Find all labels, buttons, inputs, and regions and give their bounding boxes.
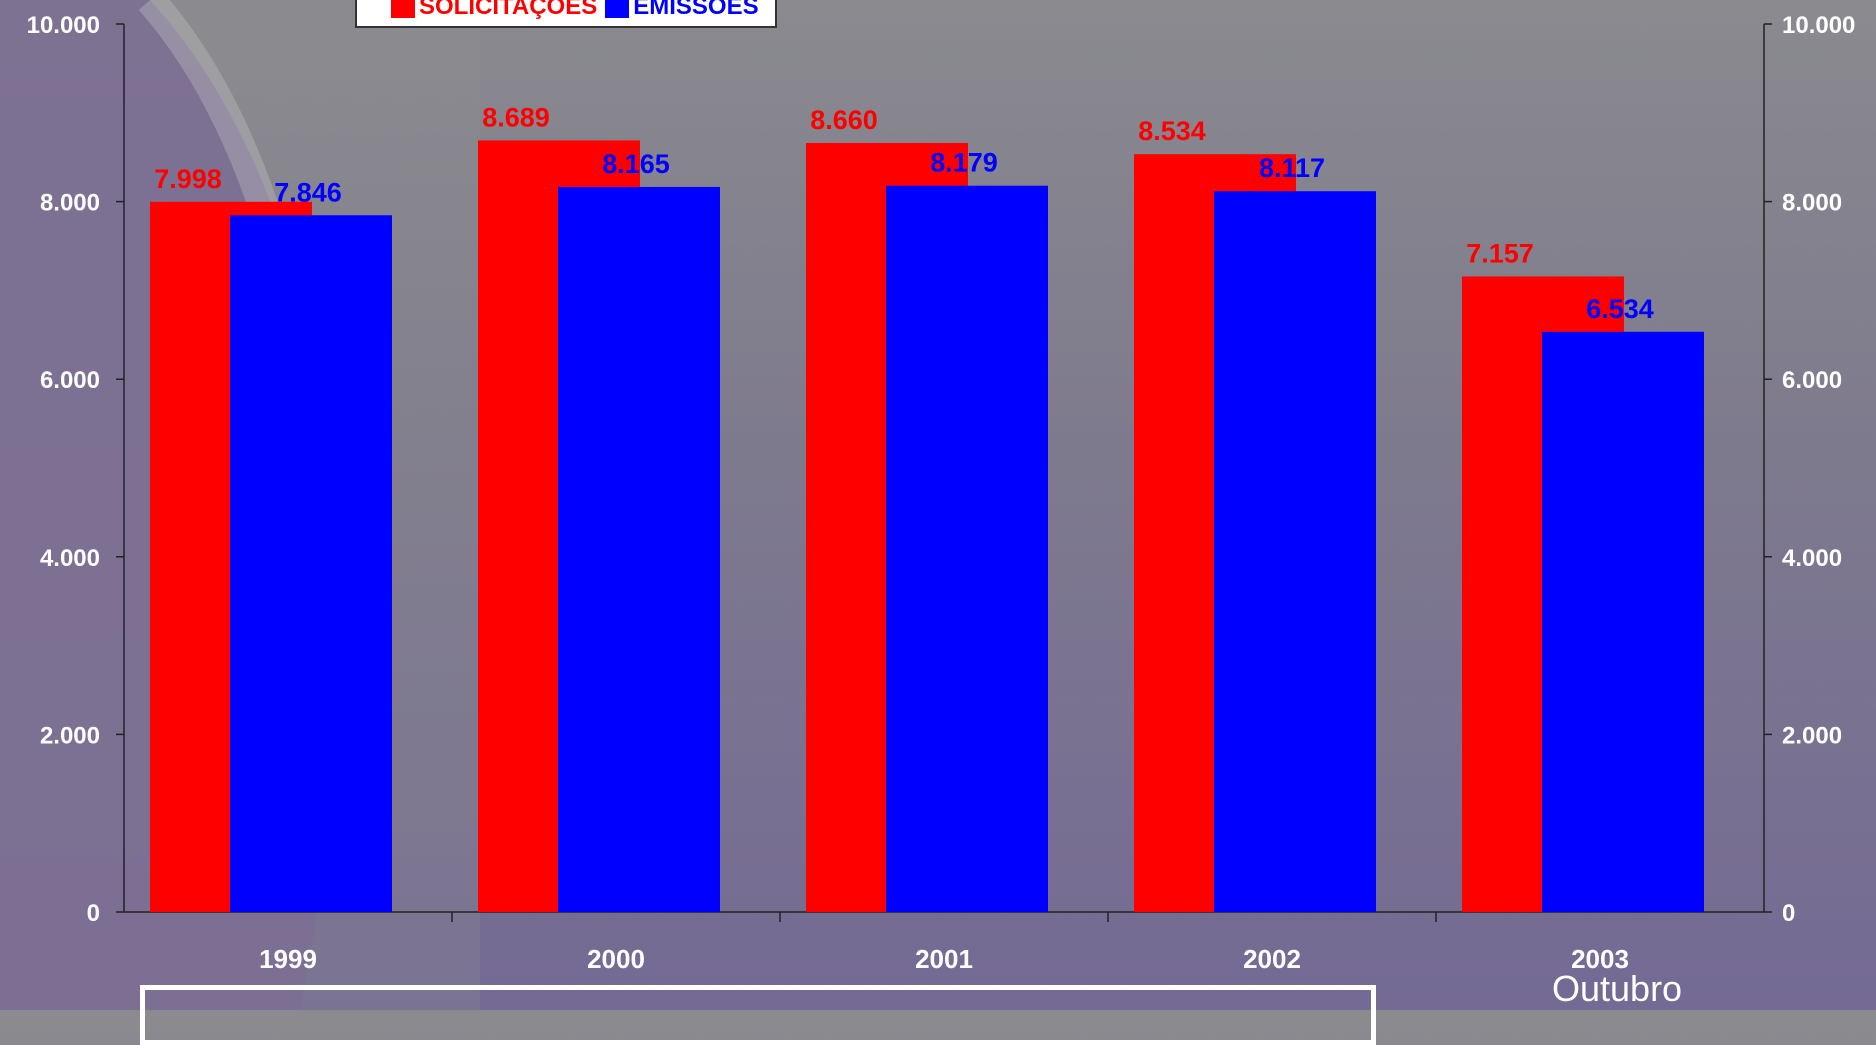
bar-chart: 0 0 2.000 2.000 4.000 4.000 6.000 6.000 8.000 8.0… (26, 12, 1856, 974)
y-tick-label-left: 10.000 (27, 12, 100, 39)
data-label-emissoes: 8.117 (1259, 153, 1325, 183)
bar-emissoes (230, 215, 392, 912)
annotation-box (140, 985, 1376, 1045)
data-label-emissoes: 6.534 (1586, 294, 1654, 324)
data-label-solicitacoes: 8.689 (482, 102, 550, 132)
legend-item-emissoes: EMISSÕES (605, 0, 759, 21)
axes: 0 0 2.000 2.000 4.000 4.000 6.000 6.000 8.000 8.0… (27, 12, 1856, 974)
legend-item-solicitacoes: SOLICITAÇÕES (391, 0, 597, 21)
bar-emissoes (558, 186, 720, 912)
bar-emissoes (886, 185, 1048, 912)
data-label-solicitacoes: 8.534 (1138, 116, 1206, 146)
y-tick-label-right: 10.000 (1782, 12, 1855, 39)
bar-emissoes (1542, 331, 1704, 913)
bar-emissoes (1214, 191, 1376, 913)
legend-swatch-blue (605, 0, 630, 18)
data-label-solicitacoes: 8.660 (810, 105, 878, 135)
y-tick-label-right: 4.000 (1782, 545, 1842, 572)
bars (150, 140, 1704, 913)
legend-label-emissoes: EMISSÕES (633, 0, 759, 20)
month-annotation: Outubro (1552, 968, 1683, 1009)
y-tick-label-right: 2.000 (1782, 722, 1842, 749)
y-tick-label-left: 4.000 (40, 545, 100, 572)
chart-legend: SOLICITAÇÕES EMISSÕES (355, 0, 777, 28)
y-tick-label-right: 8.000 (1782, 190, 1842, 217)
data-labels: 7.998 7.846 8.689 8.165 8.660 8.179 8.534 8.117… (154, 102, 1654, 323)
legend-swatch-red (391, 0, 415, 18)
y-tick-label-right: 6.000 (1782, 367, 1842, 394)
legend-label-solicitacoes: SOLICITAÇÕES (419, 0, 598, 20)
y-tick-label-left: 0 (87, 900, 100, 927)
y-tick-label-left: 6.000 (40, 367, 100, 394)
data-label-emissoes: 8.179 (930, 148, 998, 178)
x-tick-label: 1999 (259, 944, 317, 974)
y-tick-label-right: 0 (1782, 900, 1795, 927)
data-label-solicitacoes: 7.998 (154, 164, 222, 194)
data-label-emissoes: 8.165 (602, 149, 670, 179)
x-tick-label: 2000 (587, 944, 645, 974)
y-tick-label-left: 2.000 (40, 722, 100, 749)
data-label-emissoes: 7.846 (274, 177, 342, 207)
x-tick-label: 2001 (915, 944, 973, 974)
x-tick-label: 2003 (1571, 944, 1629, 974)
x-tick-label: 2002 (1243, 944, 1301, 974)
y-tick-label-left: 8.000 (40, 190, 100, 217)
data-label-solicitacoes: 7.157 (1466, 238, 1534, 268)
